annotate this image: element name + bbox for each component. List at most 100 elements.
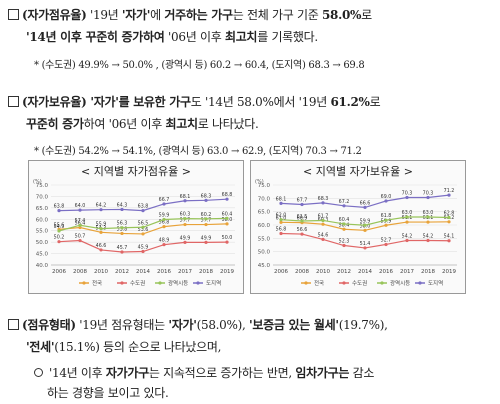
data-label: 50.2 bbox=[54, 235, 65, 241]
section2-rich: '자가'를 보유한 가구도 '14년 58.0%에서 '19년 61.2%로 bbox=[86, 95, 380, 109]
y-tick-label: 45.0 bbox=[36, 252, 49, 258]
legend-marker bbox=[380, 281, 384, 285]
checkbox-icon bbox=[8, 96, 19, 107]
x-tick-label: 2010 bbox=[316, 269, 330, 275]
data-point bbox=[384, 223, 388, 227]
text-run: (19.7%), bbox=[338, 318, 388, 332]
data-label: 51.4 bbox=[360, 241, 371, 247]
data-label: 54.9 bbox=[54, 224, 65, 230]
data-point bbox=[300, 232, 304, 236]
y-tick-label: 45.0 bbox=[258, 263, 271, 269]
data-point bbox=[162, 243, 166, 247]
checkbox-icon bbox=[8, 9, 19, 20]
y-tick-label: 75.0 bbox=[258, 183, 271, 189]
y-tick-label: 55.0 bbox=[258, 236, 271, 242]
section2-line1: (자가보유율) '자가'를 보유한 가구도 '14년 58.0%에서 '19년 … bbox=[8, 93, 381, 110]
y-tick-label: 60.0 bbox=[36, 217, 49, 223]
data-point bbox=[384, 242, 388, 247]
text-run: 도 '14년 58.0%에서 '19년 bbox=[190, 95, 331, 109]
text-run: '자가'를 보유한 가구 bbox=[86, 95, 191, 109]
section3-bullet-line1: '14년 이후 자가가구는 지속적으로 증가하는 반면, 임차가구는 감소 bbox=[34, 364, 374, 381]
text-run: 임차가구는 bbox=[295, 366, 350, 380]
text-run: 꾸준히 증가 bbox=[26, 117, 84, 131]
chart-owner-occupancy-svg: (%) 40.0 45.0 50.0 55.0 60.0 65.0 70.0 75.0 2006 2… bbox=[33, 179, 235, 287]
data-point bbox=[204, 198, 208, 202]
data-point bbox=[225, 216, 229, 220]
data-point bbox=[342, 204, 346, 208]
legend-label: 광역시등 bbox=[390, 279, 410, 287]
data-point bbox=[426, 195, 430, 200]
data-label: 56.6 bbox=[297, 227, 308, 233]
data-label: 45.7 bbox=[117, 245, 128, 251]
data-point bbox=[120, 231, 124, 236]
text-run: 로 bbox=[361, 8, 372, 22]
legend-label: 수도권 bbox=[130, 279, 145, 287]
data-label: 57.7 bbox=[201, 218, 212, 224]
x-tick-label: 2012 bbox=[115, 269, 129, 275]
data-point bbox=[363, 205, 367, 209]
data-label: 49.9 bbox=[180, 235, 191, 241]
data-label: 70.3 bbox=[423, 191, 434, 197]
data-label: 56.8 bbox=[276, 227, 287, 233]
chart-title: < 지역별 자가보유율 > bbox=[303, 165, 413, 178]
data-point bbox=[183, 199, 187, 203]
data-point bbox=[57, 240, 61, 244]
x-tick-label: 2016 bbox=[157, 269, 171, 275]
data-label: 61.7 bbox=[318, 213, 329, 219]
text-run: '자가' bbox=[168, 318, 197, 332]
chart-home-ownership-svg: (%) 45.0 50.0 55.0 60.0 65.0 70.0 75.0 2006 2008 2… bbox=[255, 179, 457, 287]
y-tick-label: 50.0 bbox=[258, 250, 271, 256]
data-point bbox=[342, 227, 346, 231]
data-label: 68.1 bbox=[180, 194, 191, 200]
data-label: 54.2 bbox=[423, 233, 434, 239]
data-point bbox=[78, 225, 82, 230]
data-point bbox=[204, 217, 208, 221]
data-label: 56.4 bbox=[75, 221, 86, 227]
text-run: 61.2% bbox=[330, 95, 370, 109]
data-point bbox=[426, 215, 430, 219]
data-label: 63.0 bbox=[402, 210, 413, 216]
text-run: 로 bbox=[369, 95, 381, 109]
x-tick-label: 2019 bbox=[442, 269, 456, 275]
text-run: 최고치 bbox=[224, 30, 258, 44]
section1-line1: (자가점유율) '19년 '자가'에 거주하는 가구는 전체 가구 기준 58.… bbox=[8, 6, 372, 23]
data-label: 63.0 bbox=[423, 210, 434, 216]
y-tick-label: 65.0 bbox=[258, 210, 271, 216]
section3-bullet: '14년 이후 자가가구는 지속적으로 증가하는 반면, 임차가구는 감소 bbox=[49, 366, 374, 380]
data-point bbox=[426, 238, 430, 243]
data-label: 60.9 bbox=[297, 216, 308, 222]
data-point bbox=[447, 215, 451, 220]
data-point bbox=[405, 195, 409, 200]
text-run: (15.1%) 등의 순으로 나타났으며, bbox=[54, 340, 222, 354]
data-label: 66.6 bbox=[360, 200, 371, 206]
data-point bbox=[279, 220, 283, 224]
data-point bbox=[183, 222, 187, 227]
data-label: 59.9 bbox=[360, 218, 371, 224]
text-run: 감소 bbox=[349, 366, 375, 380]
x-tick-label: 2014 bbox=[136, 269, 150, 275]
data-point bbox=[300, 202, 304, 207]
legend-label: 도지역 bbox=[206, 279, 221, 287]
text-run: (58.0%), bbox=[196, 318, 250, 332]
data-point bbox=[225, 222, 229, 226]
data-point bbox=[225, 240, 229, 244]
data-label: 61.8 bbox=[381, 213, 392, 219]
section1-rich: '19년 '자가'에 거주하는 가구는 전체 가구 기준 58.0%로 bbox=[86, 8, 372, 22]
text-run: '06년 이후 bbox=[164, 30, 225, 44]
y-tick-label: 70.0 bbox=[36, 194, 49, 200]
data-label: 68.3 bbox=[318, 196, 329, 202]
data-point bbox=[162, 225, 166, 229]
text-run: 를 기록했다. bbox=[257, 30, 318, 44]
data-point bbox=[183, 217, 187, 221]
y-tick-label: 55.0 bbox=[36, 229, 49, 235]
data-label: 64.3 bbox=[117, 202, 128, 208]
section3-line1: (점유형태) '19년 점유형태는 '자가'(58.0%), '보증금 있는 월… bbox=[8, 316, 388, 333]
data-label: 66.7 bbox=[159, 197, 170, 203]
data-point bbox=[342, 222, 346, 226]
data-point bbox=[99, 227, 103, 231]
text-run: 58.0% bbox=[321, 8, 362, 22]
chart-owner-occupancy: < 지역별 자가점유율 > (%) 40.0 45.0 50.0 55.0 60.0 65.… bbox=[28, 160, 244, 294]
section3-label: (점유형태) bbox=[22, 318, 76, 332]
data-point bbox=[99, 230, 103, 234]
data-label: 67.7 bbox=[297, 197, 308, 203]
